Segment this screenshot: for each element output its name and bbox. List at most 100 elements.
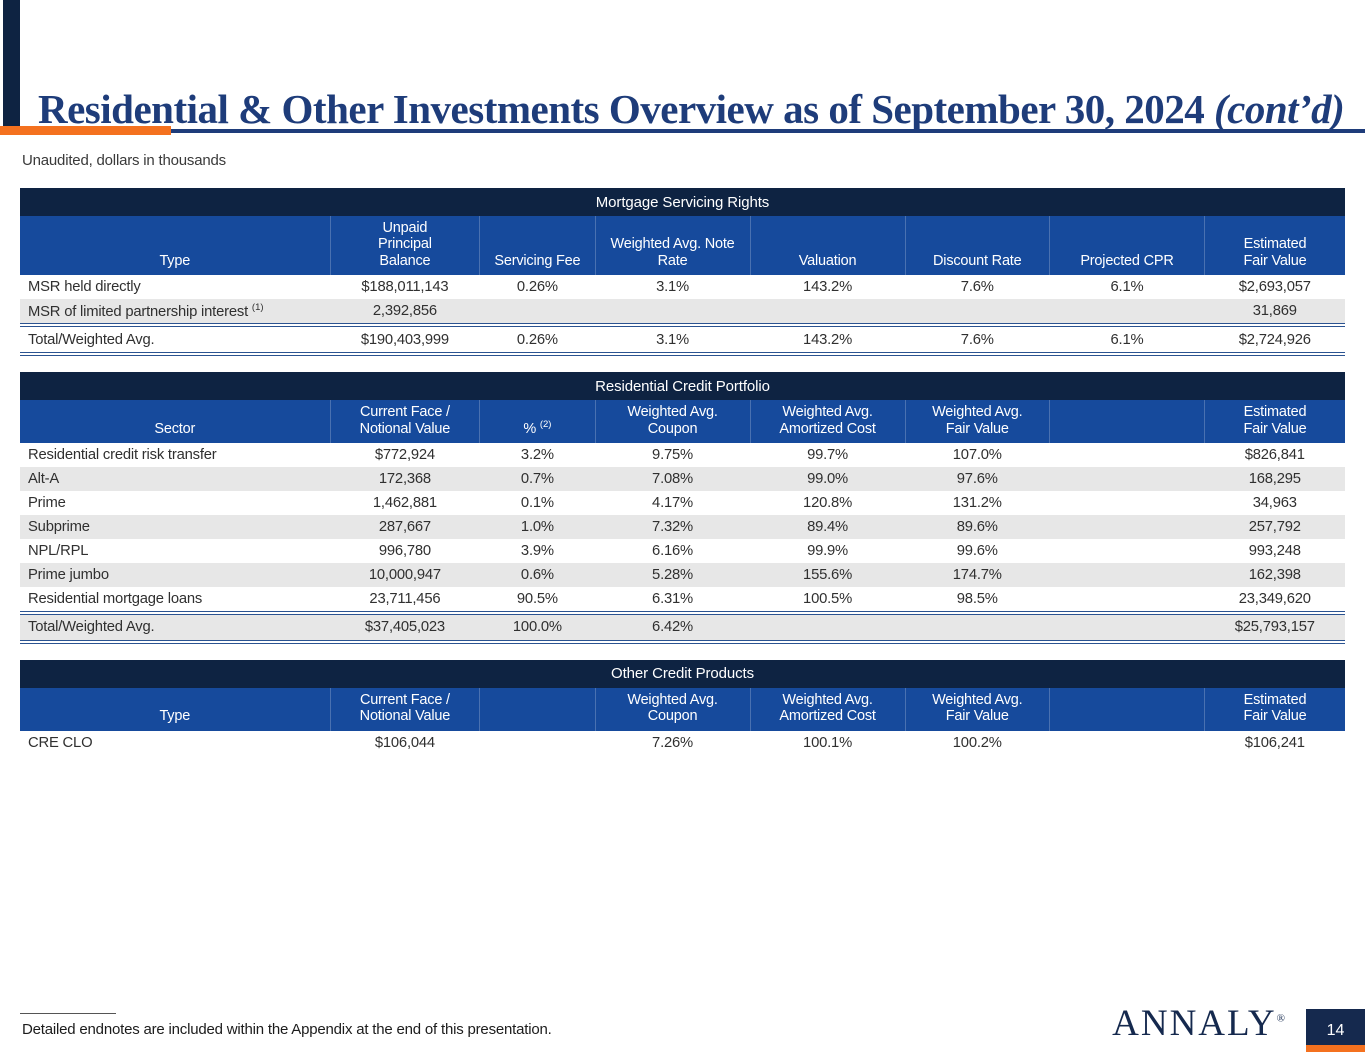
value-cell: 0.6% xyxy=(479,562,596,587)
column-header: Weighted Avg. Amortized Cost xyxy=(749,687,906,731)
table-row: NPL/RPL 996,780 3.9% 6.16% 99.9% 99.6% 993,248 xyxy=(20,539,1345,563)
column-header: Discount Rate xyxy=(904,216,1050,276)
column-header: Projected CPR xyxy=(1048,216,1205,276)
page-title: Residential & Other Investments Overview… xyxy=(38,85,1348,133)
value-cell: 100.1% xyxy=(803,734,853,751)
value-cell xyxy=(1049,562,1205,587)
value-cell: 257,792 xyxy=(1204,514,1345,539)
row-label-cell: Prime xyxy=(20,491,330,515)
column-header: Estimated Fair Value xyxy=(1204,687,1345,731)
table-row: Residential mortgage loans 23,711,456 90.5… xyxy=(20,587,1345,613)
value-cell: 31,869 xyxy=(1204,299,1345,326)
value-cell: 3.1% xyxy=(595,323,751,357)
column-header-label: Discount Rate xyxy=(933,252,1022,269)
value-cell: $106,241 xyxy=(1244,734,1305,751)
row-label: NPL/RPL xyxy=(28,542,89,559)
tables-container: Mortgage Servicing Rights Type Unpaid Prin… xyxy=(20,188,1345,771)
column-header-label: Type xyxy=(159,708,191,725)
title-underline xyxy=(0,126,1365,136)
value-cell: 7.32% xyxy=(595,514,751,539)
value-cell: 98.5% xyxy=(956,590,998,607)
value-cell: 99.6% xyxy=(956,542,998,559)
column-header-label: Current Face / Notional Value xyxy=(359,691,451,725)
column-header-label: Weighted Avg. Fair Value xyxy=(932,404,1023,437)
column-header-label: Servicing Fee xyxy=(494,252,581,269)
row-label: Alt-A xyxy=(28,470,60,487)
column-header: Type xyxy=(20,216,331,276)
value-cell: 172,368 xyxy=(330,466,480,491)
table-row: Subprime 287,667 1.0% 7.32% 89.4% 89.6% 257,79… xyxy=(20,514,1345,539)
value-cell: 996,780 xyxy=(378,542,431,559)
value-cell: 993,248 xyxy=(1248,542,1301,559)
value-cell xyxy=(1049,610,1205,644)
column-header-row: Type Unpaid Principal Balance Servicing Fe… xyxy=(20,216,1345,276)
row-label: CRE CLO xyxy=(28,734,93,751)
value-cell: 6.42% xyxy=(595,610,751,644)
value-cell: 10,000,947 xyxy=(330,562,480,587)
value-cell: 0.7% xyxy=(479,466,596,491)
residential-credit-portfolio-table: Residential Credit Portfolio Sector Curren… xyxy=(20,372,1345,644)
value-cell: 23,711,456 xyxy=(369,590,441,607)
value-cell: 155.6% xyxy=(750,562,906,587)
value-cell: $106,044 xyxy=(374,734,435,751)
row-label: Subprime xyxy=(28,518,90,535)
value-cell: 6.16% xyxy=(652,542,694,559)
column-header: Type xyxy=(20,687,331,731)
table-row: Prime 1,462,881 0.1% 4.17% 120.8% 131.2% 34,96… xyxy=(20,491,1345,515)
row-label: MSR of limited partnership interest xyxy=(28,304,248,321)
row-footnote-ref: (1) xyxy=(251,302,264,314)
row-label-cell: CRE CLO xyxy=(20,731,330,755)
column-header-label: Weighted Avg. Amortized Cost xyxy=(779,691,876,725)
table-title: Other Credit Products xyxy=(20,659,1345,688)
value-cell: 5.28% xyxy=(595,562,751,587)
column-header-label: Weighted Avg. Coupon xyxy=(627,404,718,437)
column-header: % (2) xyxy=(479,400,596,443)
column-header: Valuation xyxy=(749,216,906,276)
value-cell: 2,392,856 xyxy=(330,299,480,326)
column-header: Servicing Fee xyxy=(479,216,596,276)
value-cell: 89.6% xyxy=(905,514,1050,539)
value-cell: 97.6% xyxy=(905,466,1050,491)
column-header: Weighted Avg. Coupon xyxy=(594,687,751,731)
value-cell: 1.0% xyxy=(479,514,596,539)
row-label-cell: Residential credit risk transfer xyxy=(20,443,330,467)
column-header-label: Valuation xyxy=(798,252,857,269)
title-underline-navy xyxy=(171,129,1365,133)
value-cell: 7.26% xyxy=(652,734,694,751)
column-header: Current Face / Notional Value xyxy=(329,687,480,731)
column-header: Unpaid Principal Balance xyxy=(329,216,480,276)
table-title: Residential Credit Portfolio xyxy=(20,372,1345,401)
column-header xyxy=(1048,400,1205,443)
row-label-cell: MSR of limited partnership interest (1) xyxy=(20,299,331,326)
column-header xyxy=(1048,687,1205,731)
value-cell: 7.6% xyxy=(905,323,1050,357)
table-row: CRE CLO $106,044 7.26% 100.1% 100.2% $106,241 xyxy=(20,731,1345,755)
page-number-accent xyxy=(1306,1045,1365,1052)
value-cell xyxy=(1049,731,1204,755)
value-cell: $2,693,057 xyxy=(1238,279,1311,296)
annaly-logo-text: ANNALY xyxy=(1112,1003,1277,1044)
value-cell: $190,403,999 xyxy=(330,323,480,357)
title-underline-orange xyxy=(0,126,171,135)
value-cell: 7.08% xyxy=(595,466,751,491)
value-cell: $25,793,157 xyxy=(1204,610,1345,644)
table-row: MSR held directly $188,011,143 0.26% 3.1% 14… xyxy=(20,275,1345,299)
row-label: Residential credit risk transfer xyxy=(28,446,217,463)
column-header: Weighted Avg. Amortized Cost xyxy=(749,400,906,443)
column-header: Estimated Fair Value xyxy=(1204,216,1345,276)
value-cell: 7.6% xyxy=(960,279,994,296)
column-header: Estimated Fair Value xyxy=(1204,400,1345,443)
column-header-label: Weighted Avg. Note Rate xyxy=(610,236,735,269)
value-cell: $826,841 xyxy=(1244,446,1305,463)
value-cell: 6.1% xyxy=(1049,323,1205,357)
column-header: Sector xyxy=(20,400,331,443)
value-cell: 99.9% xyxy=(807,542,849,559)
footnote-text: Detailed endnotes are included within th… xyxy=(22,1021,552,1038)
value-cell: 34,963 xyxy=(1252,494,1297,511)
table-row: Alt-A 172,368 0.7% 7.08% 99.0% 97.6% 168,295 xyxy=(20,466,1345,491)
row-label: Prime xyxy=(28,494,66,511)
value-cell: 9.75% xyxy=(652,446,694,463)
value-cell: 120.8% xyxy=(803,494,853,511)
column-header-label: Estimated Fair Value xyxy=(1243,691,1307,725)
